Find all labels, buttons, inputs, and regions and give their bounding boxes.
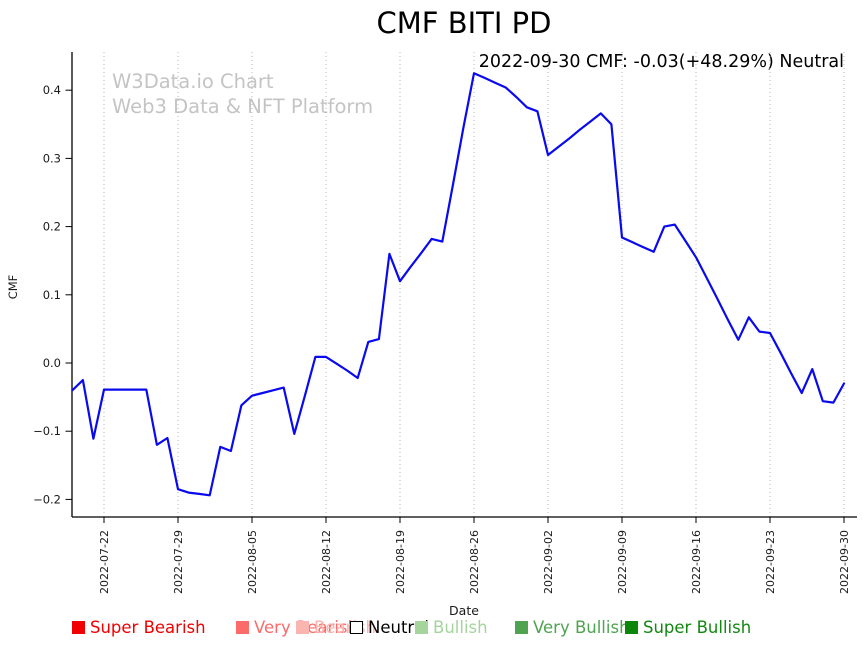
legend-label: Bullish: [433, 618, 488, 637]
y-axis-label: CMF: [6, 274, 20, 300]
legend-item-super-bullish: Super Bullish: [625, 618, 751, 637]
x-tick-label: 2022-09-23: [764, 530, 777, 594]
legend-label: Very Bullish: [533, 618, 630, 637]
super-bullish-swatch-icon: [625, 621, 638, 634]
x-tick-label: 2022-09-30: [838, 530, 851, 594]
y-tick-label: 0.1: [43, 288, 61, 302]
super-bearish-swatch-icon: [72, 621, 85, 634]
bearish-swatch-icon: [296, 621, 309, 634]
cmf-series-line: [71, 72, 846, 497]
y-tick-label: 0.0: [43, 356, 61, 370]
watermark-line2: Web3 Data & NFT Platform: [112, 95, 374, 118]
legend-item-very-bullish: Very Bullish: [515, 618, 630, 637]
very-bearish-swatch-icon: [236, 621, 249, 634]
legend-label: Neutral: [368, 618, 429, 637]
legend-item-bullish: Bullish: [415, 618, 488, 637]
x-tick-label: 2022-08-26: [468, 530, 481, 594]
y-tick-label: 0.3: [43, 151, 61, 165]
y-tick-label: −0.1: [33, 424, 61, 438]
x-tick-label: 2022-08-12: [320, 530, 333, 594]
x-tick-label: 2022-07-22: [98, 530, 111, 594]
x-tick-label: 2022-09-09: [616, 530, 629, 594]
legend-item-neutral: Neutral: [350, 618, 429, 637]
x-tick-label: 2022-08-05: [246, 530, 259, 594]
very-bullish-swatch-icon: [515, 621, 528, 634]
watermark-line1: W3Data.io Chart: [112, 70, 274, 93]
x-tick-label: 2022-08-19: [394, 530, 407, 594]
legend-label: Super Bearish: [90, 618, 206, 637]
legend-label: Super Bullish: [643, 618, 752, 637]
sentiment-legend: Super Bearish Very Bearish Bearish Neutr…: [0, 618, 864, 642]
neutral-swatch-icon: [350, 621, 363, 634]
x-tick-label: 2022-09-02: [542, 530, 555, 594]
watermark: W3Data.io Chart Web3 Data & NFT Platform: [112, 69, 373, 119]
bullish-swatch-icon: [415, 621, 428, 634]
y-tick-label: 0.4: [43, 83, 61, 97]
chart-title: CMF BITI PD: [376, 6, 552, 40]
y-tick-label: 0.2: [43, 220, 61, 234]
x-tick-label: 2022-09-16: [690, 530, 703, 594]
last-value-annotation: 2022-09-30 CMF: -0.03(+48.29%) Neutral: [478, 52, 844, 72]
x-axis-label: Date: [449, 603, 479, 618]
y-tick-label: −0.2: [33, 492, 61, 506]
legend-item-super-bearish: Super Bearish: [72, 618, 206, 637]
x-tick-label: 2022-07-29: [172, 530, 185, 594]
